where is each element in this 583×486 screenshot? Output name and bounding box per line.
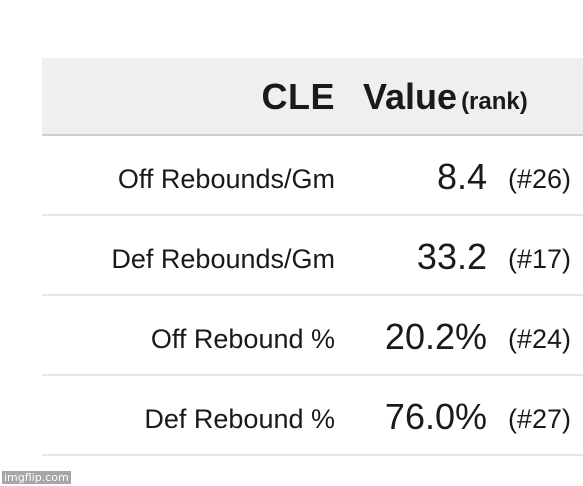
metric-rank: (#17) bbox=[507, 244, 571, 274]
metric-value: 20.2% bbox=[384, 316, 487, 357]
metric-label: Off Rebounds/Gm bbox=[117, 164, 335, 194]
table-row: Off Rebounds/Gm 8.4 (#26) bbox=[42, 136, 583, 216]
table-header: CLE Value (rank) bbox=[42, 58, 583, 136]
value-header-label: Value bbox=[363, 76, 458, 117]
metric-rank: (#27) bbox=[507, 404, 571, 434]
watermark: imgflip.com bbox=[2, 471, 71, 484]
metric-label: Off Rebound % bbox=[150, 324, 335, 354]
stats-table: CLE Value (rank) Off Rebounds/Gm 8.4 (#26… bbox=[42, 58, 583, 456]
table-row: Def Rebounds/Gm 33.2 (#17) bbox=[42, 216, 583, 296]
table-row: Off Rebound % 20.2% (#24) bbox=[42, 296, 583, 376]
value-column-header: Value (rank) bbox=[363, 76, 528, 118]
metric-rank: (#26) bbox=[507, 164, 571, 194]
rank-header-label: (rank) bbox=[461, 88, 528, 115]
metric-label: Def Rebounds/Gm bbox=[111, 244, 335, 274]
metric-label: Def Rebound % bbox=[144, 404, 335, 434]
table-row: Def Rebound % 76.0% (#27) bbox=[42, 376, 583, 456]
team-label: CLE bbox=[261, 76, 335, 117]
metric-value: 8.4 bbox=[436, 156, 487, 197]
metric-rank: (#24) bbox=[507, 324, 571, 354]
metric-value: 33.2 bbox=[416, 236, 487, 277]
metric-value: 76.0% bbox=[384, 396, 487, 437]
